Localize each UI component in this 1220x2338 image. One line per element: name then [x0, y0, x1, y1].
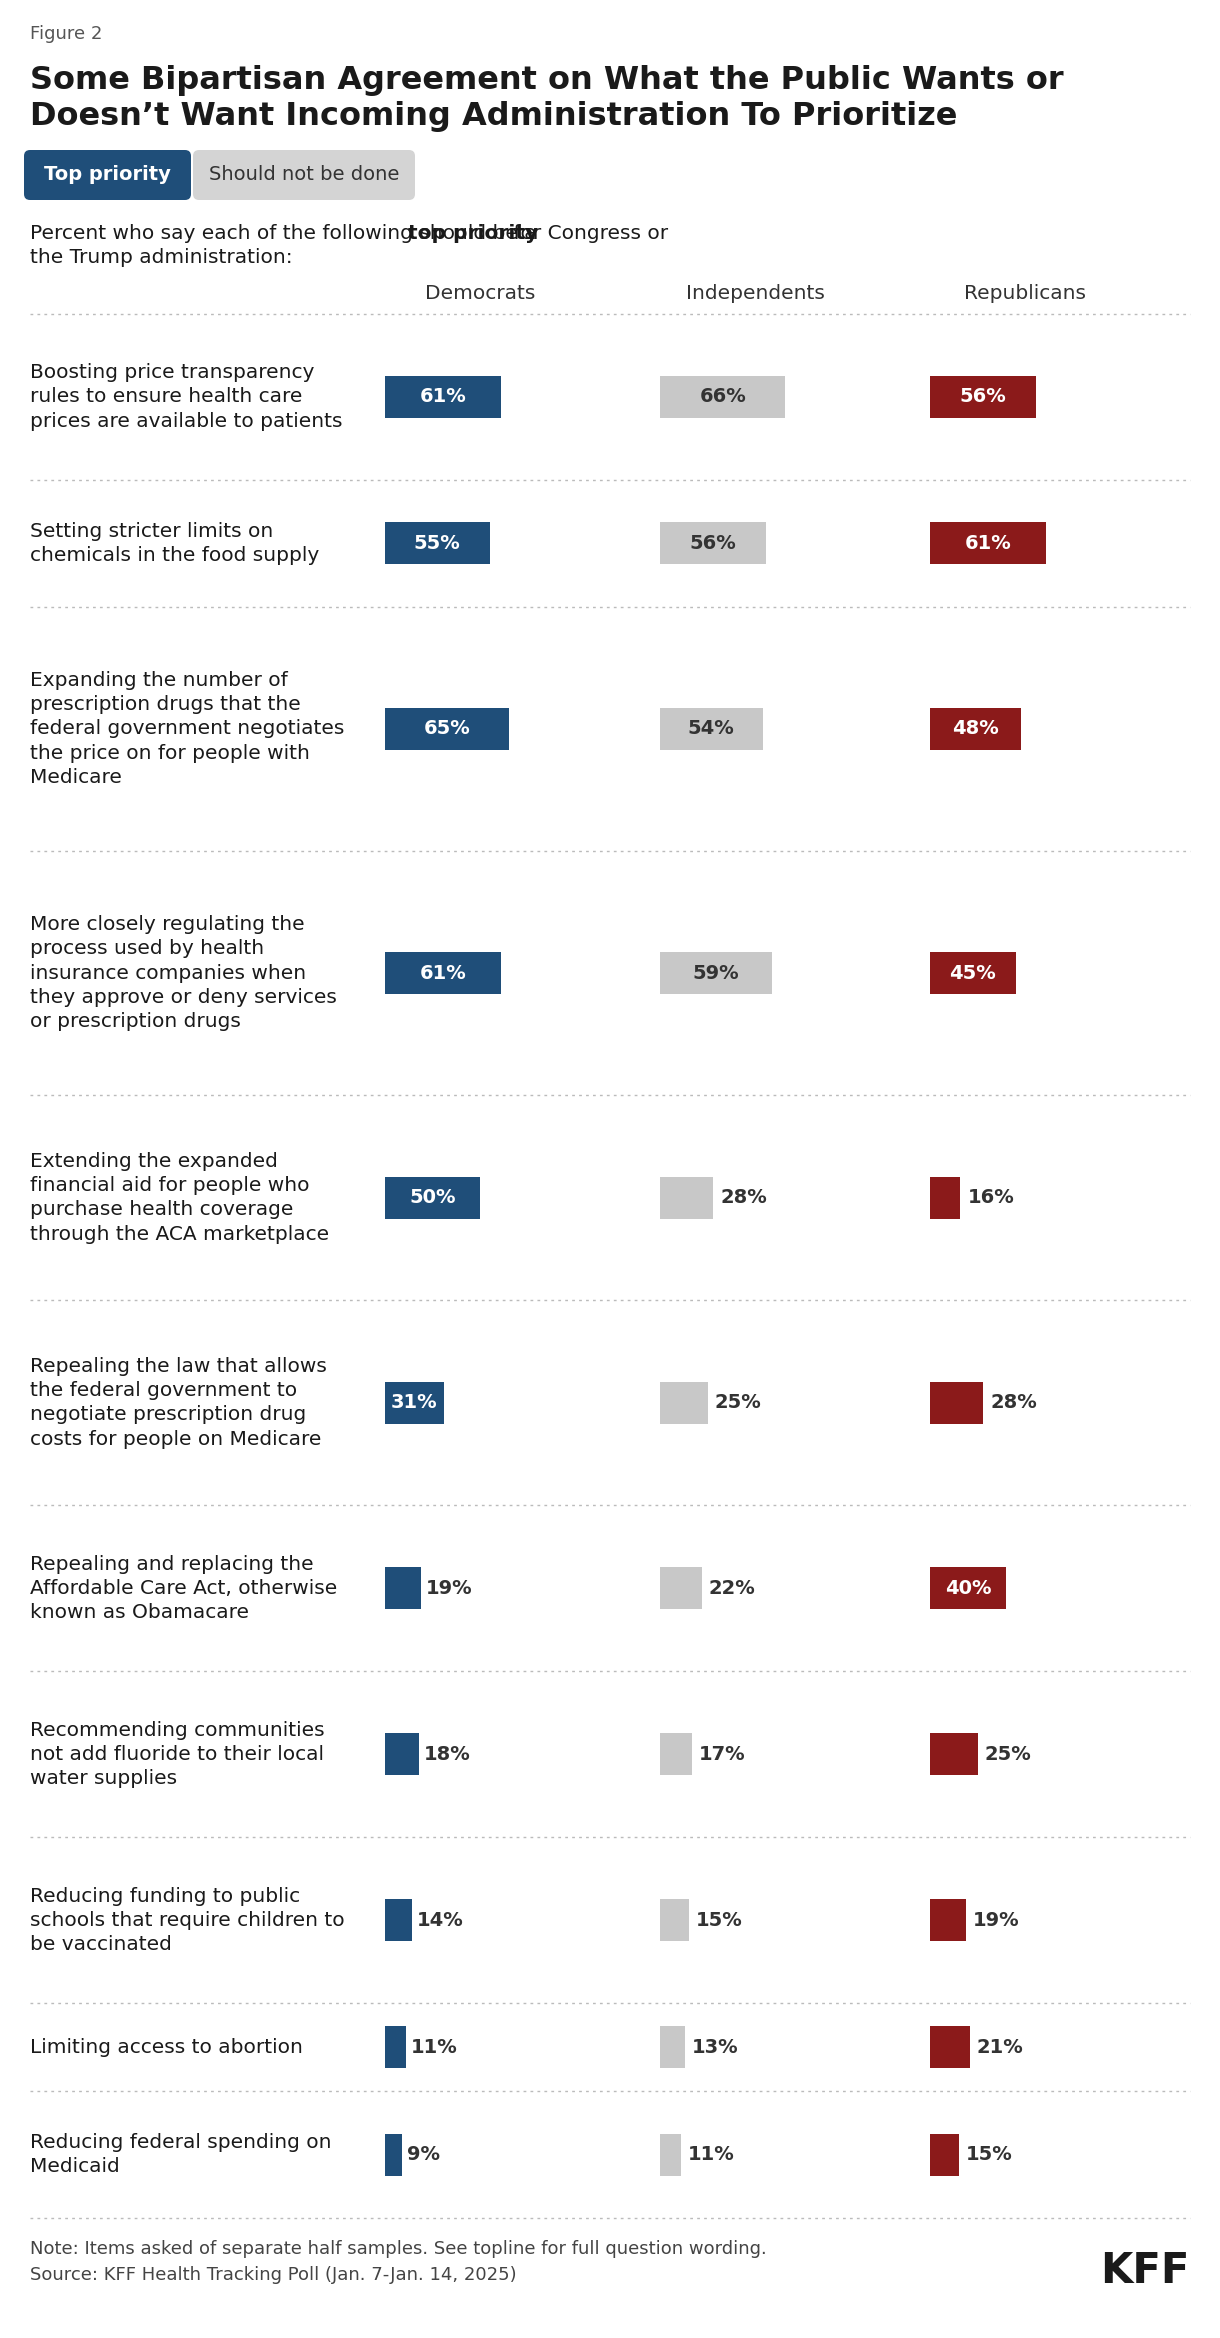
Text: 11%: 11%	[688, 2144, 734, 2165]
Text: Percent who say each of the following should be a: Percent who say each of the following sh…	[30, 224, 543, 243]
Text: 15%: 15%	[965, 2144, 1013, 2165]
Text: 65%: 65%	[423, 720, 470, 739]
Text: Democrats: Democrats	[425, 283, 536, 304]
Text: KFF: KFF	[1100, 2249, 1190, 2291]
Bar	[660, 1566, 702, 1609]
Bar	[386, 376, 501, 419]
Bar	[386, 2027, 406, 2069]
Text: 21%: 21%	[977, 2039, 1024, 2057]
Bar	[660, 376, 786, 419]
Text: for Congress or: for Congress or	[508, 224, 669, 243]
Text: Independents: Independents	[686, 283, 825, 304]
Text: Some Bipartisan Agreement on What the Public Wants or: Some Bipartisan Agreement on What the Pu…	[30, 65, 1064, 96]
Bar	[930, 1898, 966, 1941]
Bar	[930, 1382, 983, 1424]
Bar	[660, 2027, 684, 2069]
Text: 19%: 19%	[974, 1910, 1020, 1929]
Bar	[386, 2135, 403, 2177]
Bar	[386, 1732, 420, 1775]
Text: 14%: 14%	[416, 1910, 464, 1929]
Text: Setting stricter limits on
chemicals in the food supply: Setting stricter limits on chemicals in …	[30, 521, 320, 566]
Text: Figure 2: Figure 2	[30, 26, 102, 42]
Text: 56%: 56%	[689, 533, 737, 552]
Text: 11%: 11%	[411, 2039, 458, 2057]
Text: 61%: 61%	[420, 388, 466, 407]
Text: 48%: 48%	[953, 720, 999, 739]
Text: 17%: 17%	[699, 1744, 745, 1763]
Bar	[660, 708, 762, 750]
Bar	[930, 1566, 1006, 1609]
Bar	[660, 952, 772, 994]
Bar	[660, 2135, 681, 2177]
Text: Republicans: Republicans	[964, 283, 1086, 304]
Text: Recommending communities
not add fluoride to their local
water supplies: Recommending communities not add fluorid…	[30, 1721, 325, 1789]
Text: Boosting price transparency
rules to ensure health care
prices are available to : Boosting price transparency rules to ens…	[30, 362, 343, 430]
Bar	[930, 2027, 970, 2069]
Bar	[930, 376, 1037, 419]
Bar	[660, 1176, 714, 1218]
Text: 19%: 19%	[426, 1578, 472, 1597]
Text: Repealing the law that allows
the federal government to
negotiate prescription d: Repealing the law that allows the federa…	[30, 1356, 327, 1450]
Text: Source: KFF Health Tracking Poll (Jan. 7-Jan. 14, 2025): Source: KFF Health Tracking Poll (Jan. 7…	[30, 2266, 516, 2284]
Bar	[386, 1898, 411, 1941]
Text: Note: Items asked of separate half samples. See topline for full question wordin: Note: Items asked of separate half sampl…	[30, 2240, 766, 2259]
Bar	[930, 952, 1015, 994]
Text: Doesn’t Want Incoming Administration To Prioritize: Doesn’t Want Incoming Administration To …	[30, 101, 958, 131]
Text: 28%: 28%	[720, 1188, 767, 1206]
Text: Limiting access to abortion: Limiting access to abortion	[30, 2039, 303, 2057]
Text: 45%: 45%	[949, 963, 996, 982]
Text: 40%: 40%	[944, 1578, 991, 1597]
Text: 28%: 28%	[991, 1393, 1037, 1412]
Text: 66%: 66%	[699, 388, 747, 407]
Text: 16%: 16%	[967, 1188, 1014, 1206]
Bar	[386, 708, 509, 750]
Text: 22%: 22%	[709, 1578, 755, 1597]
Text: 25%: 25%	[715, 1393, 761, 1412]
FancyBboxPatch shape	[193, 150, 415, 201]
Text: the Trump administration:: the Trump administration:	[30, 248, 293, 267]
FancyBboxPatch shape	[24, 150, 192, 201]
Text: 15%: 15%	[695, 1910, 742, 1929]
Text: 9%: 9%	[407, 2144, 440, 2165]
Text: Reducing funding to public
schools that require children to
be vaccinated: Reducing funding to public schools that …	[30, 1887, 344, 1955]
Text: 13%: 13%	[692, 2039, 738, 2057]
Text: 50%: 50%	[409, 1188, 456, 1206]
Text: Top priority: Top priority	[44, 166, 171, 185]
Bar	[660, 1382, 708, 1424]
Bar	[386, 521, 489, 563]
Bar	[930, 521, 1046, 563]
Text: More closely regulating the
process used by health
insurance companies when
they: More closely regulating the process used…	[30, 914, 337, 1031]
Bar	[660, 1898, 688, 1941]
Text: 25%: 25%	[985, 1744, 1031, 1763]
Text: 56%: 56%	[960, 388, 1006, 407]
Bar	[930, 1732, 977, 1775]
Text: 55%: 55%	[414, 533, 461, 552]
Text: top priority: top priority	[407, 224, 538, 243]
Bar	[930, 2135, 959, 2177]
Text: 61%: 61%	[965, 533, 1011, 552]
Text: Repealing and replacing the
Affordable Care Act, otherwise
known as Obamacare: Repealing and replacing the Affordable C…	[30, 1555, 337, 1623]
Text: Reducing federal spending on
Medicaid: Reducing federal spending on Medicaid	[30, 2132, 332, 2177]
Text: 18%: 18%	[425, 1744, 471, 1763]
Text: Expanding the number of
prescription drugs that the
federal government negotiate: Expanding the number of prescription dru…	[30, 671, 344, 788]
Bar	[386, 1566, 421, 1609]
Bar	[660, 1732, 692, 1775]
Text: Extending the expanded
financial aid for people who
purchase health coverage
thr: Extending the expanded financial aid for…	[30, 1153, 329, 1244]
Bar	[386, 952, 501, 994]
Text: 59%: 59%	[693, 963, 739, 982]
Bar	[930, 1176, 960, 1218]
Bar	[386, 1176, 479, 1218]
Bar	[930, 708, 1021, 750]
Text: 54%: 54%	[688, 720, 734, 739]
Text: 61%: 61%	[420, 963, 466, 982]
Bar	[660, 521, 766, 563]
Bar	[386, 1382, 444, 1424]
Text: Should not be done: Should not be done	[209, 166, 399, 185]
Text: 31%: 31%	[392, 1393, 438, 1412]
